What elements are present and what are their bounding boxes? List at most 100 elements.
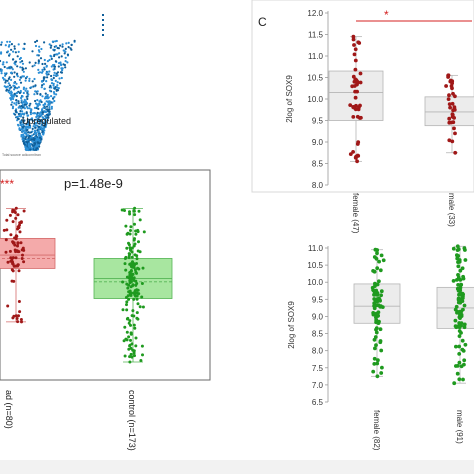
data-point (123, 209, 126, 212)
volcano-point (42, 83, 45, 86)
volcano-point (18, 115, 21, 118)
data-point (14, 256, 18, 260)
data-point (462, 358, 467, 363)
data-point (128, 232, 132, 236)
volcano-point (26, 128, 29, 132)
data-point (131, 309, 135, 313)
volcano-point (52, 68, 55, 71)
volcano-point (16, 65, 19, 68)
data-point (374, 311, 379, 316)
volcano-point (61, 43, 64, 46)
data-point (353, 47, 358, 52)
y-tick-label: 9.0 (312, 138, 324, 147)
volcano-point (13, 75, 16, 78)
data-point (127, 297, 131, 301)
volcano-point (21, 95, 24, 98)
data-point (379, 371, 384, 375)
volcano-point (22, 67, 25, 71)
volcano-point (50, 65, 53, 68)
data-point (132, 238, 136, 242)
data-point (19, 318, 23, 321)
volcano-point (13, 45, 16, 48)
volcano-point (25, 95, 28, 98)
volcano-point (40, 113, 43, 116)
volcano-point (38, 45, 41, 48)
data-point (20, 257, 24, 260)
data-point (376, 321, 381, 325)
volcano-point (56, 46, 59, 50)
volcano-point (48, 106, 51, 109)
volcano-point (52, 63, 55, 67)
volcano-point (44, 62, 47, 65)
volcano-point (1, 76, 5, 79)
data-point (351, 115, 356, 119)
data-point (18, 223, 21, 227)
data-point (460, 338, 465, 343)
data-point (130, 250, 134, 254)
data-point (129, 269, 133, 272)
volcano-point (50, 82, 54, 85)
volcano-point (67, 41, 70, 45)
volcano-point (27, 123, 30, 126)
data-point (140, 344, 144, 348)
data-point (128, 271, 132, 275)
data-point (128, 355, 132, 359)
volcano-point (52, 97, 55, 100)
data-point (358, 71, 363, 76)
volcano-point (36, 103, 39, 106)
data-point (371, 369, 376, 374)
volcano-point (31, 127, 34, 130)
volcano-point (52, 84, 55, 87)
data-point (5, 218, 9, 222)
data-point (22, 248, 26, 252)
data-point (455, 371, 460, 376)
volcano-point (17, 43, 20, 46)
data-point (14, 206, 18, 210)
data-point (457, 334, 462, 338)
data-point (10, 268, 14, 272)
data-point (134, 229, 138, 233)
data-point (16, 264, 20, 268)
volcano-point (56, 71, 60, 74)
volcano-point (33, 77, 36, 81)
data-point (19, 220, 23, 224)
volcano-point (40, 47, 43, 51)
volcano-point (23, 119, 26, 122)
data-point (129, 229, 132, 232)
y-tick-label: 11.0 (308, 244, 324, 253)
volcano-point (15, 92, 18, 95)
data-point (130, 273, 133, 277)
volcano-point (24, 67, 27, 70)
data-point (455, 310, 459, 315)
volcano-point (28, 104, 31, 107)
volcano-point (35, 134, 38, 137)
volcano-point (38, 122, 41, 125)
volcano-point (20, 135, 23, 138)
volcano-point (5, 89, 8, 92)
data-point (458, 300, 463, 305)
legend-swatch (102, 19, 104, 21)
volcano-point (40, 71, 44, 74)
volcano-point (22, 123, 25, 126)
volcano-point (42, 128, 45, 131)
data-point (17, 314, 20, 318)
category-label-ad: ad (n=80) (4, 390, 14, 429)
data-point (372, 301, 377, 306)
data-point (123, 325, 127, 329)
volcano-point (61, 69, 64, 72)
data-point (138, 218, 142, 222)
volcano-point (0, 59, 2, 63)
volcano-point (15, 103, 18, 106)
panel-label-c: C (258, 15, 267, 29)
volcano-point (41, 132, 45, 135)
volcano-point (19, 66, 22, 69)
data-point (21, 246, 25, 250)
data-point (129, 338, 132, 342)
data-point (134, 232, 138, 236)
volcano-point (53, 49, 56, 52)
volcano-point (49, 54, 52, 58)
volcano-point (34, 84, 37, 87)
data-point (351, 37, 356, 42)
volcano-point (45, 72, 48, 75)
volcano-point (73, 39, 76, 43)
